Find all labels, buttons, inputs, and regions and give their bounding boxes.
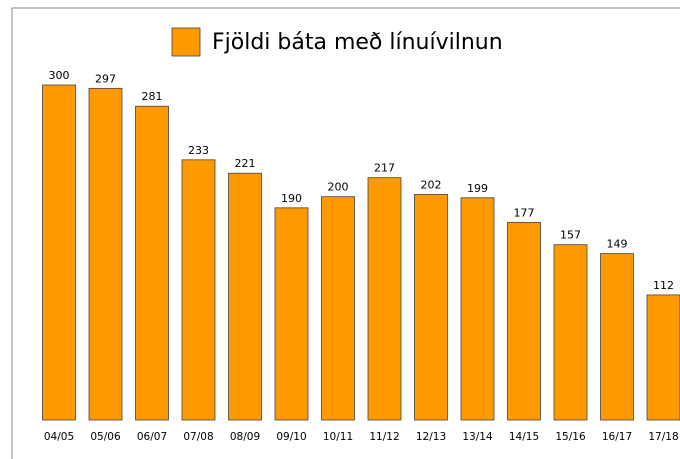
legend-label: Fjöldi báta með línuívilnun [212,30,503,55]
value-label: 149 [607,238,628,251]
x-tick-label: 13/14 [462,431,493,443]
bar [600,253,634,421]
bar [42,84,76,421]
x-tick-label: 10/11 [323,431,353,443]
x-tick-label: 12/13 [416,431,446,443]
value-label: 200 [328,181,349,194]
value-label: 112 [653,279,674,292]
bar [228,172,262,421]
x-tick-label: 07/08 [183,431,213,443]
bar [646,294,680,421]
x-tick-label: 11/12 [369,431,399,443]
bar [460,197,495,421]
bar [88,87,123,421]
bar [507,221,541,421]
value-label: 202 [421,178,442,191]
bar [321,196,355,421]
chart-frame [11,7,680,459]
x-tick-label: 08/09 [230,431,260,443]
x-tick-label: 04/05 [44,431,74,443]
value-label: 190 [281,192,302,205]
bar [367,177,402,421]
bar [553,244,588,421]
legend-swatch [171,27,201,57]
x-tick-label: 09/10 [276,431,306,443]
value-label: 233 [188,144,209,157]
value-label: 157 [560,229,581,242]
value-label: 177 [514,206,535,219]
bar [414,194,448,421]
x-tick-label: 16/17 [602,431,632,443]
x-tick-label: 17/18 [648,431,678,443]
value-label: 217 [374,162,395,175]
x-tick-label: 15/16 [555,431,586,443]
value-label: 297 [95,72,116,85]
value-label: 221 [235,157,256,170]
bar [181,159,216,421]
x-tick-label: 05/06 [90,431,121,443]
bar [274,207,309,421]
x-tick-label: 06/07 [137,431,167,443]
x-tick-label: 14/15 [509,431,539,443]
value-label: 300 [49,69,70,82]
value-label: 199 [467,182,488,195]
bar [135,105,169,421]
value-label: 281 [142,90,163,103]
